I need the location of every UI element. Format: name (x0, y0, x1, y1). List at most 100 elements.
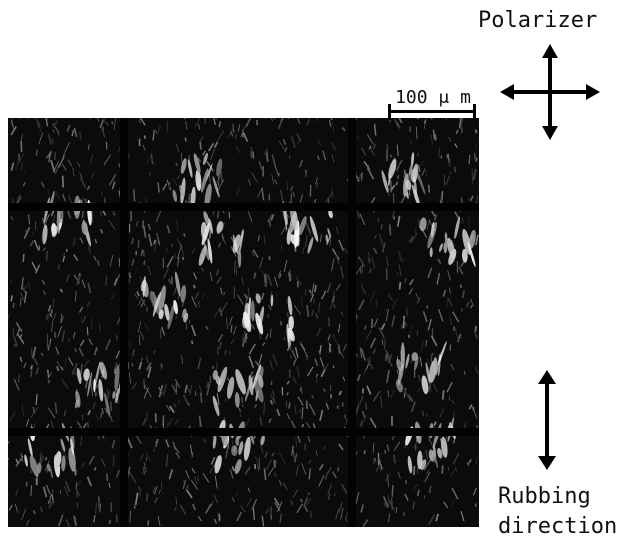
faint-streak (469, 195, 474, 202)
bright-domain (94, 361, 101, 389)
faint-streak (389, 296, 393, 301)
faint-streak (65, 519, 70, 527)
faint-streak (294, 453, 298, 463)
faint-streak (299, 386, 302, 392)
faint-streak (363, 450, 366, 455)
faint-streak (205, 325, 209, 330)
faint-streak (31, 261, 38, 272)
faint-streak (27, 118, 30, 120)
faint-streak (87, 144, 90, 151)
faint-streak (15, 194, 21, 204)
faint-streak (234, 133, 237, 139)
faint-streak (32, 510, 36, 515)
faint-streak (306, 225, 312, 237)
faint-streak (466, 301, 470, 308)
faint-streak (90, 383, 94, 397)
faint-streak (216, 171, 223, 183)
faint-streak (254, 303, 257, 307)
faint-streak (11, 120, 15, 130)
faint-streak (428, 438, 433, 445)
faint-streak (283, 259, 288, 272)
faint-streak (308, 468, 311, 480)
faint-streak (273, 497, 280, 507)
faint-streak (27, 281, 31, 291)
faint-streak (101, 407, 105, 414)
faint-streak (157, 516, 161, 526)
faint-streak (319, 357, 325, 368)
faint-streak (95, 502, 97, 515)
faint-streak (241, 277, 244, 286)
faint-streak (404, 277, 407, 284)
faint-streak (146, 493, 149, 501)
faint-streak (315, 373, 319, 378)
faint-streak (184, 137, 187, 142)
faint-streak (344, 414, 347, 420)
faint-streak (243, 337, 247, 343)
faint-streak (426, 305, 429, 309)
faint-streak (71, 129, 75, 137)
bright-domain (29, 455, 39, 477)
faint-streak (474, 366, 479, 375)
faint-streak (423, 168, 428, 177)
faint-streak (102, 118, 107, 124)
faint-streak (152, 486, 156, 494)
faint-streak (143, 260, 146, 265)
faint-streak (19, 333, 23, 338)
faint-streak (298, 408, 302, 414)
bright-domain (187, 159, 193, 178)
faint-streak (25, 519, 31, 526)
faint-streak (258, 160, 263, 170)
faint-streak (387, 494, 390, 506)
faint-streak (252, 151, 255, 159)
faint-streak (467, 458, 472, 464)
faint-streak (99, 412, 103, 419)
faint-streak (191, 296, 197, 308)
faint-streak (305, 421, 311, 429)
faint-streak (176, 174, 181, 180)
faint-streak (64, 142, 70, 154)
faint-streak (52, 214, 56, 224)
faint-streak (61, 175, 64, 188)
faint-streak (447, 466, 450, 471)
faint-streak (455, 270, 459, 274)
faint-streak (51, 320, 53, 333)
faint-streak (132, 349, 135, 357)
faint-streak (333, 492, 336, 497)
faint-streak (46, 342, 52, 349)
faint-streak (137, 321, 142, 333)
faint-streak (40, 352, 44, 357)
faint-streak (301, 407, 304, 420)
faint-streak (363, 160, 371, 170)
faint-streak (129, 472, 137, 484)
faint-streak (106, 473, 109, 481)
faint-streak (199, 141, 202, 150)
bright-domain (203, 152, 208, 165)
bright-domain (400, 342, 405, 370)
faint-streak (22, 253, 25, 263)
faint-streak (43, 213, 51, 226)
faint-streak (228, 128, 234, 138)
faint-streak (108, 482, 111, 489)
bright-domain (408, 161, 414, 176)
faint-streak (135, 220, 139, 227)
bright-domain (51, 225, 58, 238)
faint-streak (57, 325, 63, 338)
faint-streak (304, 221, 312, 234)
faint-streak (413, 466, 416, 476)
faint-streak (408, 235, 414, 244)
faint-streak (454, 143, 458, 149)
faint-streak (128, 272, 132, 279)
faint-streak (165, 404, 171, 411)
faint-streak (251, 498, 258, 510)
faint-streak (231, 439, 233, 445)
faint-streak (183, 233, 186, 237)
faint-streak (185, 470, 190, 480)
faint-streak (16, 509, 20, 514)
faint-streak (213, 518, 218, 524)
faint-streak (72, 167, 75, 177)
faint-streak (437, 258, 442, 265)
bright-domain (437, 340, 447, 366)
faint-streak (44, 457, 48, 461)
faint-streak (180, 355, 184, 365)
faint-streak (57, 263, 60, 270)
